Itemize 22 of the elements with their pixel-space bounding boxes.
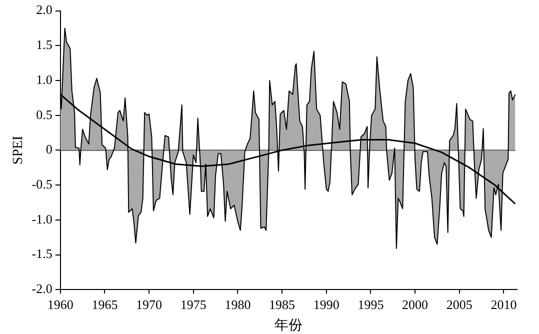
y-tick-label: -0.5 — [32, 176, 52, 192]
x-axis-title: 年份 — [274, 317, 303, 334]
x-tick-label: 2010 — [490, 296, 517, 312]
y-tick-label: -2.0 — [32, 281, 52, 296]
y-tick-label: 2.0 — [36, 2, 52, 18]
y-tick-label: -1.0 — [32, 211, 52, 226]
x-tick-label: 1980 — [224, 296, 251, 312]
y-tick-label: 0 — [46, 142, 52, 157]
x-tick-label: 2005 — [446, 296, 472, 312]
y-tick-label: 1.5 — [36, 37, 52, 52]
x-tick-label: 1975 — [180, 296, 206, 312]
y-tick-label: -1.5 — [32, 246, 52, 262]
y-axis-title: SPEI — [11, 135, 26, 165]
x-tick-label: 1960 — [47, 296, 74, 312]
y-tick-label: 1.0 — [36, 72, 52, 87]
x-tick-label: 2000 — [402, 296, 428, 312]
x-tick-label: 1995 — [358, 296, 384, 312]
x-tick-label: 1970 — [136, 296, 162, 312]
y-tick-label: 0.5 — [36, 106, 52, 122]
x-tick-label: 1985 — [269, 296, 296, 312]
x-tick-label: 1990 — [313, 296, 340, 312]
x-tick-label: 1965 — [92, 296, 118, 312]
